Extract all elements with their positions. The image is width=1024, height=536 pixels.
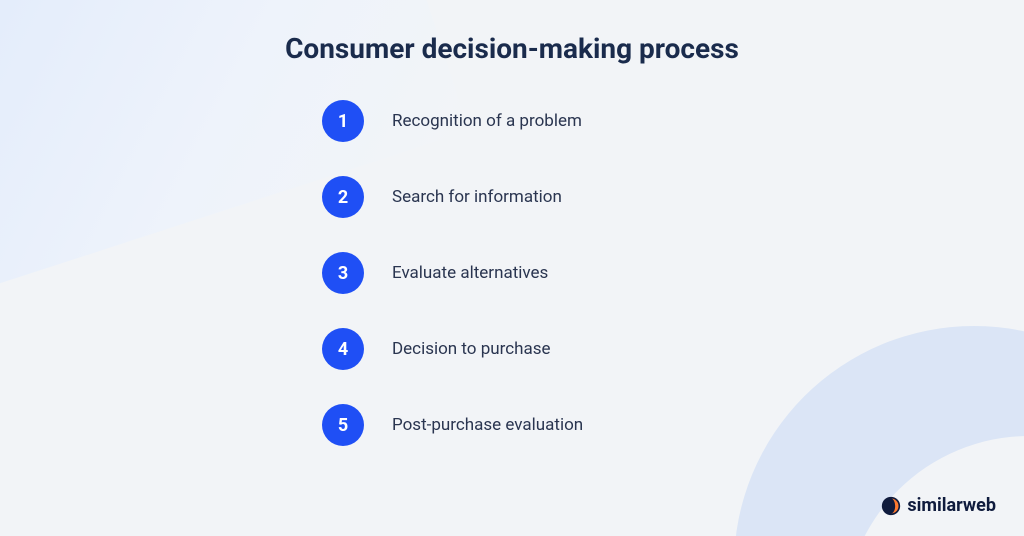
step-number-badge: 3 bbox=[322, 252, 364, 294]
page-title: Consumer decision-making process bbox=[0, 32, 1024, 65]
similarweb-logo-icon bbox=[881, 496, 901, 516]
step-number-badge: 2 bbox=[322, 176, 364, 218]
steps-list: 1 Recognition of a problem 2 Search for inf… bbox=[322, 100, 583, 446]
step-number-badge: 5 bbox=[322, 404, 364, 446]
brand-badge: similarweb bbox=[881, 495, 996, 516]
step-label: Recognition of a problem bbox=[392, 111, 582, 131]
step-row: 5 Post-purchase evaluation bbox=[322, 404, 583, 446]
step-label: Decision to purchase bbox=[392, 339, 551, 359]
step-row: 2 Search for information bbox=[322, 176, 583, 218]
step-label: Evaluate alternatives bbox=[392, 263, 548, 283]
step-row: 3 Evaluate alternatives bbox=[322, 252, 583, 294]
brand-name: similarweb bbox=[907, 495, 996, 516]
step-row: 4 Decision to purchase bbox=[322, 328, 583, 370]
bg-arc-inner bbox=[844, 436, 1024, 536]
step-number-badge: 4 bbox=[322, 328, 364, 370]
step-label: Search for information bbox=[392, 187, 562, 207]
step-label: Post-purchase evaluation bbox=[392, 415, 583, 435]
step-row: 1 Recognition of a problem bbox=[322, 100, 583, 142]
step-number-badge: 1 bbox=[322, 100, 364, 142]
